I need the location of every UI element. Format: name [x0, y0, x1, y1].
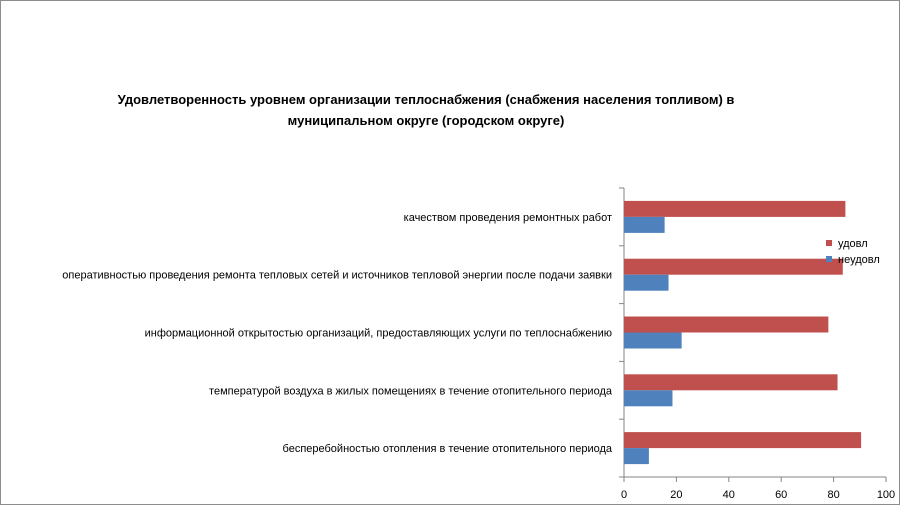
category-label: информационной открытостью организаций, … [145, 328, 612, 340]
legend: удовл неудовл [826, 238, 880, 266]
x-tick-label: 80 [827, 489, 839, 501]
chart-title-line1: Удовлетворенность уровнем организации те… [117, 92, 735, 107]
bar-neudovl-4 [624, 216, 665, 233]
bar-neudovl-3 [624, 274, 669, 291]
bar-udovl-4 [624, 200, 846, 217]
category-label: бесперебойностью отопления в течение ото… [283, 443, 613, 455]
label-layer: бесперебойностью отопления в течение ото… [62, 212, 613, 455]
bar-neudovl-0 [624, 448, 649, 465]
bar-neudovl-1 [624, 390, 673, 407]
legend-label-1: неудовл [838, 254, 880, 266]
bar-layer [624, 200, 862, 465]
bar-neudovl-2 [624, 332, 682, 349]
category-label: оперативностью проведения ремонта теплов… [62, 270, 612, 282]
chart-title-line2: муниципальном округе (городском округе) [287, 113, 565, 128]
x-tick-label: 40 [723, 489, 735, 501]
x-tick-label: 0 [621, 489, 627, 501]
bar-udovl-2 [624, 316, 829, 333]
legend-swatch-0 [826, 240, 832, 246]
x-tick-label: 100 [877, 489, 895, 501]
bar-udovl-0 [624, 432, 862, 449]
legend-label-0: удовл [838, 238, 868, 250]
x-tick-label: 60 [775, 489, 787, 501]
axis-layer: 0 20 40 60 80 100 [619, 187, 895, 501]
bar-udovl-1 [624, 374, 838, 391]
legend-swatch-1 [826, 256, 832, 262]
category-label: качеством проведения ремонтных работ [404, 212, 612, 224]
category-label: температурой воздуха в жилых помещениях … [209, 385, 613, 397]
bar-udovl-3 [624, 258, 843, 275]
x-tick-label: 20 [670, 489, 682, 501]
chart-title: Удовлетворенность уровнем организации те… [61, 89, 791, 131]
